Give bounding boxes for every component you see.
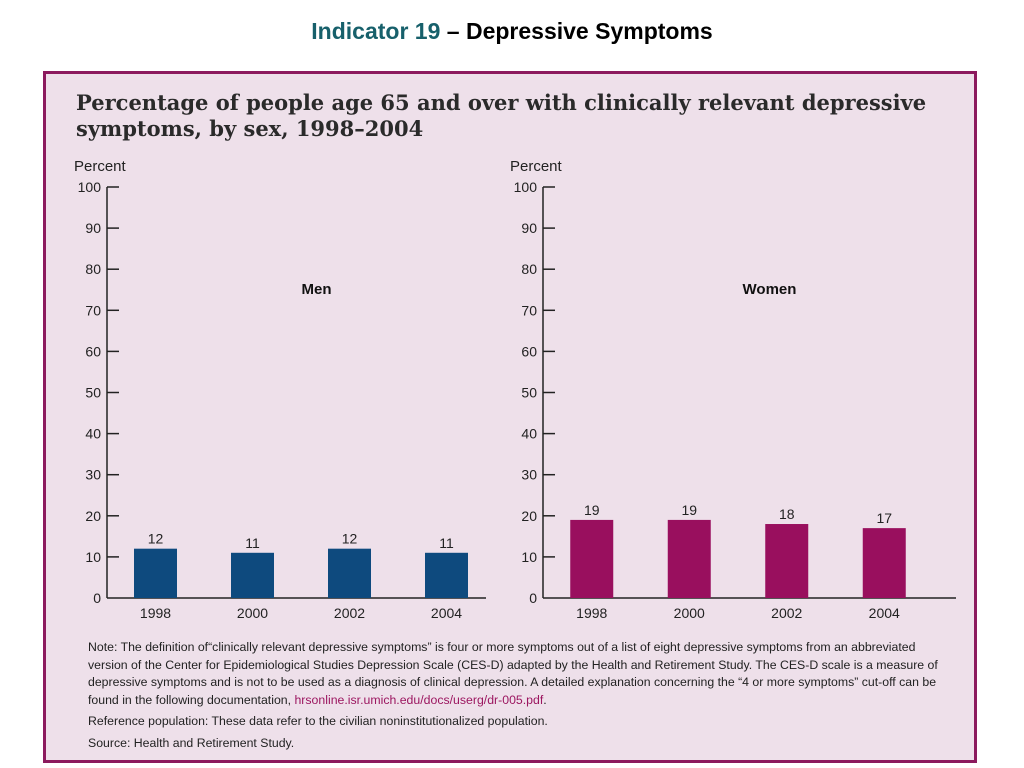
y-tick-label: 80	[521, 261, 537, 277]
reference-population: Reference population: These data refer t…	[88, 714, 548, 728]
y-tick-label: 60	[85, 343, 101, 359]
slide-title: Indicator 19 – Depressive Symptoms	[0, 18, 1024, 45]
x-tick-label: 1998	[576, 605, 607, 621]
x-tick-label: 1998	[140, 605, 171, 621]
men-chart: Percent 0 10 20 30 40 50 60 70 80 90 100 Men 12 1998 11…	[74, 158, 486, 621]
y-tick-label: 20	[85, 508, 101, 524]
y-tick-label: 60	[521, 343, 537, 359]
y-tick-label: 10	[521, 549, 537, 565]
bar-value-label: 18	[779, 506, 795, 522]
y-tick-label: 50	[85, 385, 101, 401]
y-tick-label: 30	[521, 467, 537, 483]
bar-value-label: 12	[148, 531, 164, 547]
y-tick-label: 50	[521, 385, 537, 401]
bar-value-label: 11	[245, 535, 260, 551]
y-tick-label: 90	[85, 220, 101, 236]
y-tick-label: 20	[521, 508, 537, 524]
bar	[425, 552, 468, 598]
y-tick-label: 100	[514, 179, 538, 195]
y-tick-label: 80	[85, 261, 101, 277]
y-tick-label: 10	[85, 549, 101, 565]
x-tick-label: 2004	[869, 605, 900, 621]
bar	[765, 524, 809, 598]
x-tick-label: 2002	[334, 605, 365, 621]
note-paragraph: Note: The definition of“clinically relev…	[88, 639, 958, 709]
chart-heading: Percentage of people age 65 and over wit…	[76, 90, 927, 141]
y-tick-label: 40	[521, 426, 537, 442]
notes: Note: The definition of“clinically relev…	[88, 639, 958, 756]
slide-title-rest: – Depressive Symptoms	[440, 18, 713, 44]
y-tick-label: 30	[85, 467, 101, 483]
bar	[328, 548, 371, 598]
y-tick-label: 90	[521, 220, 537, 236]
y-axis-label: Percent	[510, 158, 563, 175]
bar-value-label: 11	[439, 535, 454, 551]
note-end: .	[543, 692, 547, 707]
chart-series-title: Men	[302, 281, 332, 298]
charts-svg: Percent0102030405060708090100Men12199811…	[74, 158, 956, 621]
chart-panel: Percentage of people age 65 and over wit…	[43, 71, 977, 763]
x-tick-label: 2000	[674, 605, 705, 621]
women-chart: Percent 0 10 20 30 40 50 60 70 80 90 100 Women 19 1998…	[510, 158, 956, 621]
note-link[interactable]: hrsonline.isr.umich.edu/docs/userg/dr-00…	[294, 692, 544, 707]
y-tick-label: 100	[78, 179, 102, 195]
bar	[862, 528, 906, 598]
slide-title-accent: Indicator 19	[311, 18, 441, 44]
x-tick-label: 2004	[431, 605, 462, 621]
y-tick-label: 70	[521, 302, 537, 318]
y-tick-label: 0	[529, 590, 537, 606]
bar-value-label: 12	[342, 531, 358, 547]
bar-value-label: 19	[584, 502, 600, 518]
source: Source: Health and Retirement Study.	[88, 735, 295, 750]
bar	[134, 548, 177, 598]
x-tick-label: 2002	[771, 605, 802, 621]
bar-value-label: 17	[876, 510, 892, 526]
bar	[570, 519, 614, 598]
y-tick-label: 0	[93, 590, 101, 606]
bar	[667, 519, 711, 598]
bar-value-label: 19	[681, 502, 697, 518]
chart-series-title: Women	[743, 281, 797, 298]
y-axis-label: Percent	[74, 158, 127, 175]
note-text: Note: The definition of“clinically relev…	[88, 640, 938, 707]
bar	[231, 552, 274, 598]
x-tick-label: 2000	[237, 605, 268, 621]
y-tick-label: 40	[85, 426, 101, 442]
y-tick-label: 70	[85, 302, 101, 318]
